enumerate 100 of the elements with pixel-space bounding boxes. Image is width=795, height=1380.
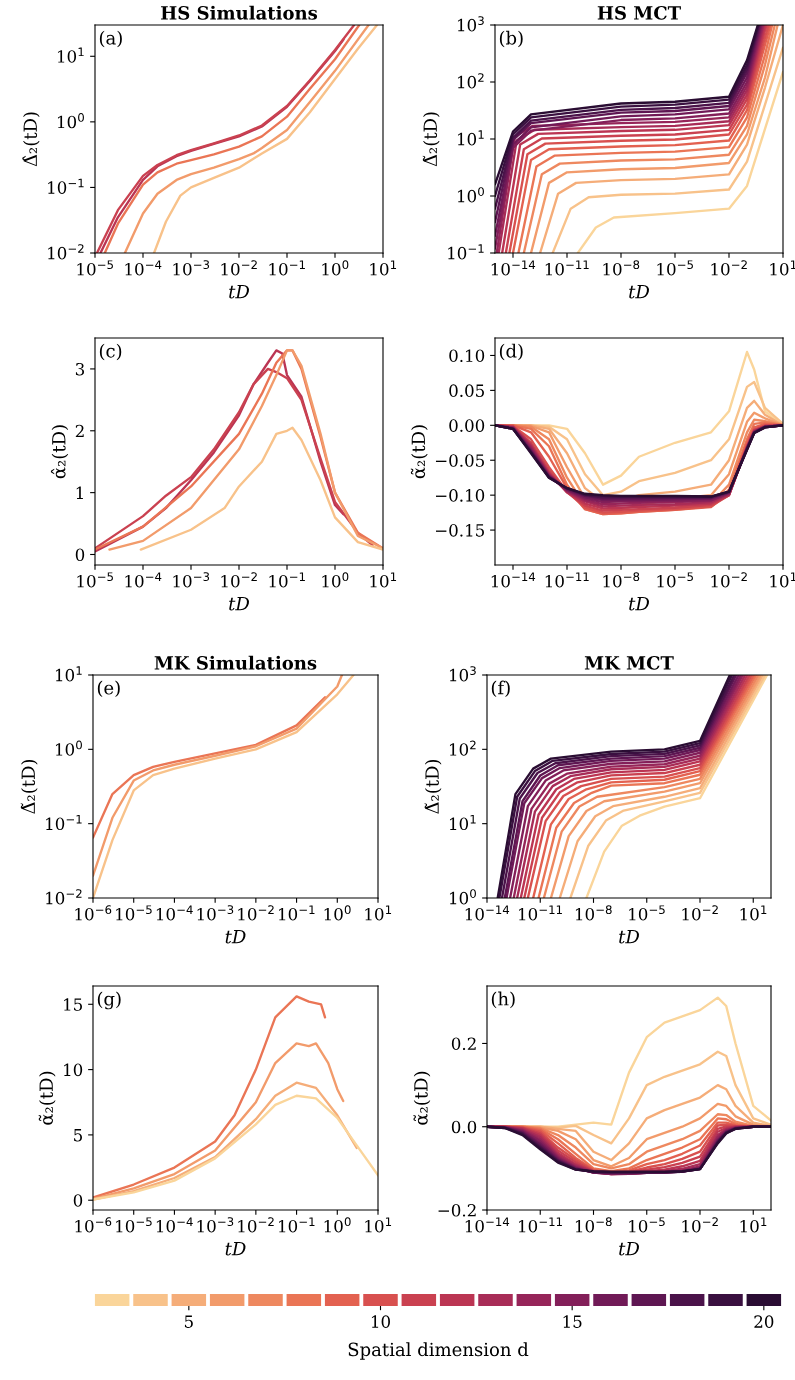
y-tick-label: −0.2 xyxy=(438,1203,476,1217)
x-tick-label: 10$^{−5}$ xyxy=(657,260,693,276)
chart-title: MK MCT xyxy=(584,656,674,670)
x-tick-label: 10$^{−11}$ xyxy=(519,905,562,921)
x-tick-label: 10$^{−4}$ xyxy=(125,260,162,276)
x-tick-label: 10$^{−2}$ xyxy=(221,572,257,588)
annotation: (f) xyxy=(491,680,510,698)
chart-title: HS MCT xyxy=(597,6,681,20)
y-tick-label: 0.00 xyxy=(449,419,485,432)
y-axis-title: Δ̃₂(tD) xyxy=(422,112,440,167)
y-tick-label: 10$^{0}$ xyxy=(55,740,82,756)
chart-title: HS Simulations xyxy=(161,5,318,20)
y-tick-label: 1 xyxy=(76,486,83,499)
y-tick-label: 10$^{1}$ xyxy=(449,815,476,831)
y-tick-label: 10$^{2}$ xyxy=(457,73,484,89)
x-tick-label: 10$^{0}$ xyxy=(324,905,351,921)
annotation: (g) xyxy=(97,991,121,1010)
x-tick-label: 10$^{−5}$ xyxy=(77,260,113,276)
y-tick-label: 10$^{2}$ xyxy=(449,740,476,756)
y-tick-label: 10$^{0}$ xyxy=(57,113,84,129)
x-tick-label: 10$^{−4}$ xyxy=(125,572,162,588)
color-bar-label: 10 xyxy=(371,1315,390,1328)
x-tick-label: 10$^{−3}$ xyxy=(197,1217,234,1233)
annotation: (a) xyxy=(99,30,122,48)
y-axis-title: α̃₂(tD) xyxy=(410,425,428,479)
x-tick-label: 10$^{−2}$ xyxy=(711,260,747,276)
color-bar-title: Spatial dimension d xyxy=(348,1342,529,1360)
x-axis-title: tD xyxy=(629,284,650,299)
y-tick-label: −0.05 xyxy=(435,454,484,467)
x-tick-label: 10$^{−5}$ xyxy=(629,905,665,921)
x-tick-label: 10$^{−2}$ xyxy=(238,905,274,921)
x-tick-label: 10$^{1}$ xyxy=(370,260,397,276)
y-tick-label: 10$^{0}$ xyxy=(457,187,484,203)
x-axis-title: tD xyxy=(225,1241,246,1256)
x-tick-label: 10$^{−1}$ xyxy=(279,1217,315,1233)
y-tick-label: 0.0 xyxy=(451,1120,477,1134)
x-tick-label: 10$^{1}$ xyxy=(365,1217,392,1233)
x-tick-label: 10$^{0}$ xyxy=(322,260,349,276)
x-tick-label: 10$^{1}$ xyxy=(740,905,767,921)
y-tick-label: 0.2 xyxy=(451,1037,476,1051)
x-tick-label: 10$^{−11}$ xyxy=(519,1217,562,1233)
y-tick-label: 3 xyxy=(75,362,85,376)
y-tick-label: 5 xyxy=(74,1129,82,1142)
x-tick-label: 10$^{−3}$ xyxy=(197,905,234,921)
y-axis-title: α̃₂(tD) xyxy=(38,1071,56,1125)
y-axis-title: Δ̃₂(tD) xyxy=(424,759,442,814)
x-tick-label: 10$^{−1}$ xyxy=(279,905,315,921)
x-tick-label: 10$^{−11}$ xyxy=(545,572,589,588)
x-tick-label: 10$^{−14}$ xyxy=(465,1217,510,1233)
y-axis-title: α̃₂(tD) xyxy=(413,1071,431,1125)
chart-title: MK Simulations xyxy=(154,655,317,670)
x-tick-label: 10$^{−6}$ xyxy=(75,905,112,921)
y-tick-label: −0.15 xyxy=(435,524,484,537)
y-axis-title: Δ̃₂(tD) xyxy=(20,759,38,814)
x-axis-title: tD xyxy=(619,1241,640,1256)
annotation: (e) xyxy=(97,680,120,698)
y-tick-label: 10$^{−2}$ xyxy=(46,889,82,905)
y-tick-label: 10$^{3}$ xyxy=(457,16,484,32)
color-bar-label: 20 xyxy=(754,1315,774,1328)
y-tick-label: −0.10 xyxy=(435,489,485,502)
x-tick-label: 10$^{−5}$ xyxy=(657,572,693,588)
x-tick-label: 10$^{−2}$ xyxy=(682,1217,718,1233)
y-tick-label: 0 xyxy=(73,1194,83,1207)
annotation: (b) xyxy=(499,30,523,48)
color-bar-label: 5 xyxy=(184,1315,193,1328)
y-axis-title: α̂₂(tD) xyxy=(50,425,69,479)
x-tick-label: 10$^{−3}$ xyxy=(173,260,210,276)
x-tick-label: 10$^{−5}$ xyxy=(77,572,113,588)
x-tick-label: 10$^{−4}$ xyxy=(156,1217,193,1233)
x-tick-label: 10$^{1}$ xyxy=(365,905,392,921)
x-tick-label: 10$^{−14}$ xyxy=(491,260,536,276)
x-tick-label: 10$^{−2}$ xyxy=(711,572,747,588)
x-axis-title: tD xyxy=(229,596,250,611)
y-tick-label: 0.10 xyxy=(449,349,485,363)
y-tick-label: 0.05 xyxy=(449,384,484,397)
x-tick-label: 10$^{0}$ xyxy=(322,572,349,588)
x-axis-title: tD xyxy=(629,596,650,611)
y-tick-label: 10$^{3}$ xyxy=(449,666,476,682)
x-tick-label: 10$^{0}$ xyxy=(324,1217,351,1233)
x-tick-label: 10$^{−1}$ xyxy=(269,572,305,588)
y-axis-title: Δ̂₂(tD) xyxy=(22,112,40,167)
x-tick-label: 10$^{−5}$ xyxy=(629,1217,665,1233)
y-tick-label: 10$^{−2}$ xyxy=(48,244,84,260)
x-tick-label: 10$^{−8}$ xyxy=(603,260,640,276)
x-tick-label: 10$^{−11}$ xyxy=(545,260,589,276)
x-axis-title: tD xyxy=(619,929,640,944)
y-tick-label: 10$^{0}$ xyxy=(449,889,476,905)
x-axis-title: tD xyxy=(229,284,250,299)
y-tick-label: 10$^{1}$ xyxy=(57,47,84,63)
x-axis-title: tD xyxy=(225,929,246,944)
annotation: (h) xyxy=(491,991,515,1009)
x-tick-label: 10$^{1}$ xyxy=(740,1217,767,1233)
x-tick-label: 10$^{−2}$ xyxy=(238,1217,274,1233)
y-tick-label: 10$^{−1}$ xyxy=(46,815,82,831)
x-tick-label: 10$^{−4}$ xyxy=(156,905,193,921)
x-tick-label: 10$^{−5}$ xyxy=(116,1217,152,1233)
y-tick-label: 10$^{−1}$ xyxy=(448,244,484,260)
x-tick-label: 10$^{−8}$ xyxy=(603,572,640,588)
x-tick-label: 10$^{−5}$ xyxy=(116,905,152,921)
x-tick-label: 10$^{−1}$ xyxy=(269,260,305,276)
